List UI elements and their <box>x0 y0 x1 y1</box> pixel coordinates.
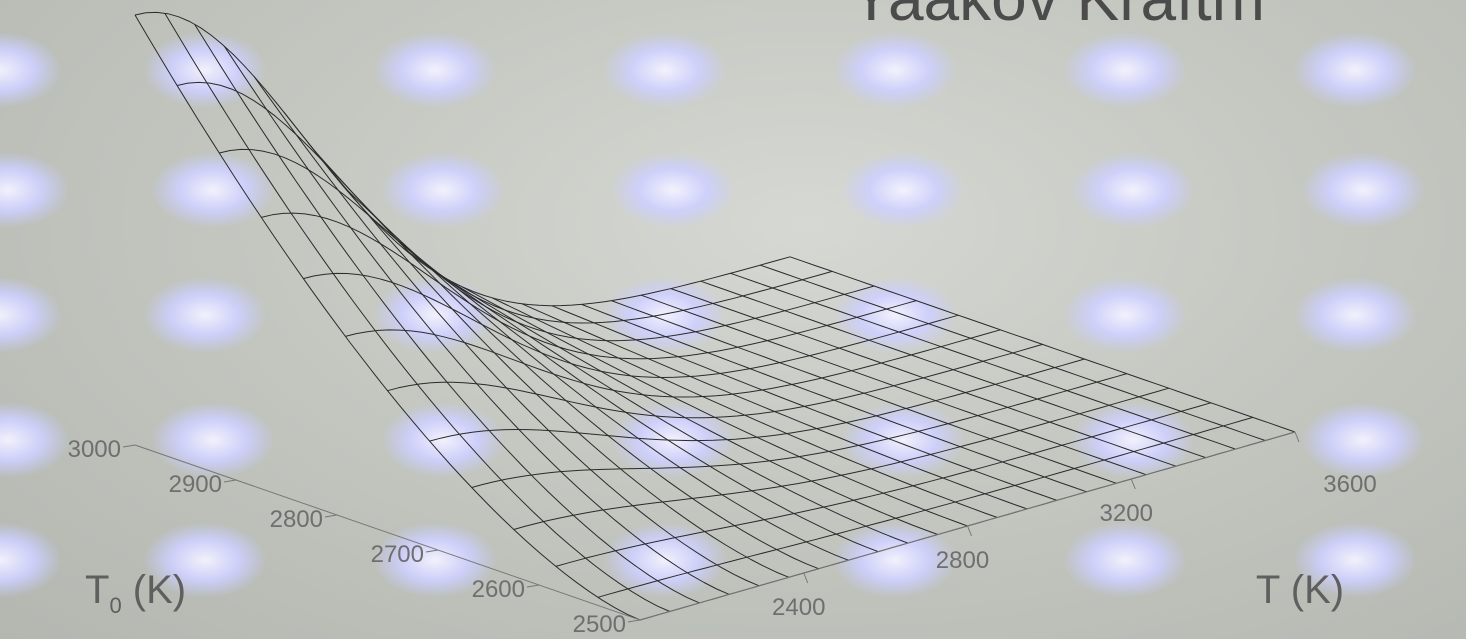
background-dot <box>143 277 267 353</box>
background-dot <box>0 522 62 598</box>
background-dot <box>143 32 267 108</box>
axes: 2400 2800 3200 3600 2500 2600 2700 2800 2900 3000… <box>68 431 1377 638</box>
mesh-line-t <box>700 280 1206 459</box>
x-tick-label: 2800 <box>936 547 989 574</box>
background-dot <box>0 152 70 228</box>
y-tick-mark <box>122 444 136 448</box>
x-tick-mark <box>803 572 809 584</box>
background-dot <box>603 522 727 598</box>
background-dot <box>0 32 62 108</box>
mesh-line-t <box>253 76 760 587</box>
background-dot <box>1063 32 1187 108</box>
x-tick-mark <box>967 525 972 537</box>
background-dot <box>373 522 497 598</box>
background-dot <box>0 402 70 478</box>
y-tick-label: 2500 <box>573 611 626 638</box>
mesh-line-t <box>313 149 819 570</box>
background-dot <box>1293 32 1417 108</box>
background-dot <box>1071 152 1195 228</box>
surface-mesh <box>134 11 1296 621</box>
y-tick-label: 2600 <box>472 576 525 603</box>
background-dot <box>841 152 965 228</box>
background-dot <box>611 152 735 228</box>
background-dot <box>841 402 965 478</box>
y-tick-mark <box>627 619 641 623</box>
background-dot <box>1301 152 1425 228</box>
mesh-line-t0 <box>176 81 833 324</box>
y-tick-label: 3000 <box>68 436 121 463</box>
mesh-line-t <box>492 297 998 518</box>
background-dot <box>381 152 505 228</box>
mesh-line-t <box>462 286 968 527</box>
background-dot <box>151 152 275 228</box>
background-dot <box>381 402 505 478</box>
mesh-line-t <box>640 294 1147 476</box>
background-dot <box>1293 522 1417 598</box>
y-axis-line <box>134 444 641 621</box>
x-tick-label: 3200 <box>1100 500 1153 527</box>
background-dot <box>373 32 497 108</box>
y-tick-mark <box>526 584 540 588</box>
background-dot <box>833 277 957 353</box>
mesh-line-t0 <box>219 148 875 342</box>
mesh-line-t <box>432 269 938 535</box>
mesh-line-t <box>223 45 730 595</box>
y-tick-mark <box>324 514 338 518</box>
mesh-line-t0 <box>513 387 1169 530</box>
background-dot <box>1063 522 1187 598</box>
background-dot <box>833 32 957 108</box>
mesh-line-t0 <box>261 212 917 360</box>
background-dot <box>373 277 497 353</box>
mesh-line-t <box>760 264 1266 441</box>
x-tick-mark <box>1294 431 1300 443</box>
mesh-line-t <box>581 303 1087 493</box>
background-dot <box>833 522 957 598</box>
background-dot <box>1301 402 1425 478</box>
mesh-line-t <box>730 272 1236 450</box>
mesh-line-t <box>611 300 1117 484</box>
x-axis-title: T (K) <box>1256 568 1344 612</box>
mesh-line-t <box>372 219 879 553</box>
background-dot-pattern <box>0 32 1425 598</box>
background-dot <box>0 277 62 353</box>
y-tick-label: 2800 <box>270 506 323 533</box>
mesh-line-t <box>402 247 909 544</box>
y-tick-mark <box>223 479 237 483</box>
y-tick-label: 2900 <box>169 471 222 498</box>
mesh-line-t <box>789 256 1296 433</box>
y-tick-mark <box>425 549 439 553</box>
mesh-line-t0 <box>471 373 1127 488</box>
mesh-line-t <box>194 23 700 604</box>
x-tick-mark <box>1130 478 1136 490</box>
mesh-line-t <box>551 305 1057 501</box>
y-axis-title: T0 (K) <box>85 568 186 618</box>
background-dot <box>151 402 275 478</box>
background-dot <box>143 522 267 598</box>
mesh-line-t <box>134 14 641 621</box>
mesh-line-t <box>164 12 671 612</box>
background-dot <box>1293 277 1417 353</box>
y-tick-label: 2700 <box>371 541 424 568</box>
background-dot <box>1063 277 1187 353</box>
mesh-line-t <box>283 111 790 578</box>
mesh-line-t <box>670 288 1177 467</box>
background-dot <box>603 32 727 108</box>
x-tick-label: 3600 <box>1323 471 1376 498</box>
header-title: Yaakov Kraftm <box>850 0 1265 34</box>
x-tick-label: 2400 <box>772 594 825 621</box>
background-dot <box>603 277 727 353</box>
mesh-line-t <box>521 303 1028 510</box>
